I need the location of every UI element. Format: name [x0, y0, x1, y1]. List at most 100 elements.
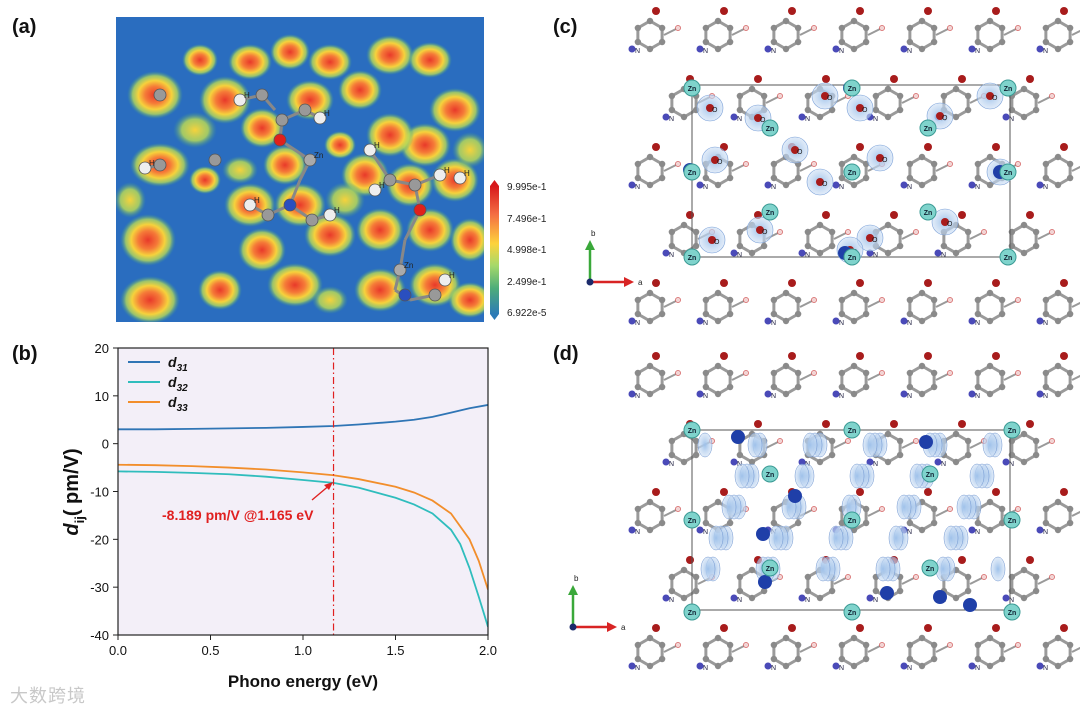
nitrogen-atom: [696, 526, 704, 534]
ring-bonds: [908, 291, 936, 323]
oxygen-atom: [986, 92, 994, 100]
carbon-atom: [714, 317, 722, 325]
zinc-atom: [843, 79, 861, 97]
oxygen-atom: [754, 114, 762, 122]
elf-hotspot: [356, 208, 404, 252]
b-axis-label: b: [591, 229, 596, 238]
carbon-atom: [1032, 92, 1040, 100]
carbon-atom: [940, 92, 948, 100]
charge-density-lobe: [828, 525, 844, 551]
carbon-atom: [838, 38, 846, 46]
oxygen-atom: [822, 75, 830, 83]
carbon-atom: [1042, 369, 1050, 377]
y-tick-label: -40: [90, 628, 109, 643]
carbon-atom: [782, 289, 790, 297]
carbon-atom: [770, 160, 778, 168]
hydrogen-atom: [675, 25, 681, 31]
carbon-atom: [782, 317, 790, 325]
atom: [393, 263, 407, 277]
oxygen-atom: [686, 211, 694, 219]
elf-hotspot: [240, 108, 284, 148]
y-tick-label: -20: [90, 532, 109, 547]
carbon-atom: [726, 24, 734, 32]
carbon-atom: [998, 369, 1006, 377]
zinc-label: Zn: [848, 170, 857, 177]
carbon-atom: [634, 310, 642, 318]
bond: [901, 441, 915, 449]
atom: [273, 133, 287, 147]
bond: [731, 300, 745, 308]
carbon-atom: [1054, 153, 1062, 161]
oxygen-label: O: [827, 95, 833, 102]
carbon-atom: [930, 655, 938, 663]
carbon-atom: [680, 221, 688, 229]
hydrogen-atom: [879, 25, 885, 31]
ring-bonds: [976, 500, 1004, 532]
carbon-atom: [986, 181, 994, 189]
carbon-atom: [804, 228, 812, 236]
carbon-atom: [986, 390, 994, 398]
hydrogen-atom: [675, 506, 681, 512]
oxygen-atom: [1060, 7, 1068, 15]
carbon-atom: [794, 383, 802, 391]
carbon-atom: [816, 221, 824, 229]
oxygen-label: O: [760, 117, 766, 124]
atom: [275, 113, 289, 127]
oxygen-atom: [924, 279, 932, 287]
nitrogen-atom: [696, 390, 704, 398]
carbon-atom: [804, 573, 812, 581]
legend-label-d33: d33: [168, 394, 188, 414]
y-axis-title: dij( pm/V): [61, 448, 87, 535]
nitrogen-atom: [628, 45, 636, 53]
carbon-atom: [1054, 181, 1062, 189]
carbon-atom: [986, 317, 994, 325]
hydrogen-atom: [777, 438, 783, 444]
bond: [765, 441, 779, 449]
carbon-atom: [658, 160, 666, 168]
ring-bonds: [1044, 19, 1072, 51]
crystal-structure-c: NNNNNNNNNNNNNNNNNNNNNNNNNNNNNNNNNOOOOOOO…: [585, 7, 1080, 327]
bond: [1003, 373, 1017, 381]
b-axis-label: b: [574, 574, 579, 583]
oxygen-atom: [822, 211, 830, 219]
zinc-atom: [1003, 421, 1021, 439]
carbon-atom: [646, 289, 654, 297]
carbon-atom: [668, 242, 676, 250]
nitrogen-atom: [900, 317, 908, 325]
bond: [731, 164, 745, 172]
carbon-atom: [646, 317, 654, 325]
carbon-atom: [1042, 24, 1050, 32]
carbon-atom: [658, 383, 666, 391]
nitrogen-atom: [900, 390, 908, 398]
ring-bonds: [840, 291, 868, 323]
legend-label-d31: d31: [168, 354, 188, 374]
nitrogen-atom: [934, 249, 942, 257]
oxygen-atom: [788, 7, 796, 15]
carbon-atom: [850, 153, 858, 161]
carbon-atom: [692, 587, 700, 595]
carbon-atom: [918, 390, 926, 398]
oxygen-atom: [711, 156, 719, 164]
carbon-atom: [838, 655, 846, 663]
charge-density-core: [933, 590, 947, 604]
hydrogen-atom: [675, 642, 681, 648]
nitrogen-atom: [832, 45, 840, 53]
nitrogen-label: N: [1043, 320, 1048, 327]
charge-density-core: [756, 527, 770, 541]
carbon-atom: [680, 594, 688, 602]
ring-bonds: [1044, 364, 1072, 396]
nitrogen-label: N: [975, 665, 980, 672]
atom: [428, 288, 442, 302]
bond: [867, 509, 881, 517]
atom: [153, 158, 167, 172]
oxygen-atom: [992, 624, 1000, 632]
carbon-atom: [838, 383, 846, 391]
carbon-atom: [918, 634, 926, 642]
carbon-atom: [658, 655, 666, 663]
nitrogen-atom: [900, 45, 908, 53]
ring-bonds: [1010, 223, 1038, 255]
bond: [901, 96, 915, 104]
nitrogen-atom: [968, 181, 976, 189]
carbon-atom: [884, 249, 892, 257]
hydrogen-atom: [811, 506, 817, 512]
